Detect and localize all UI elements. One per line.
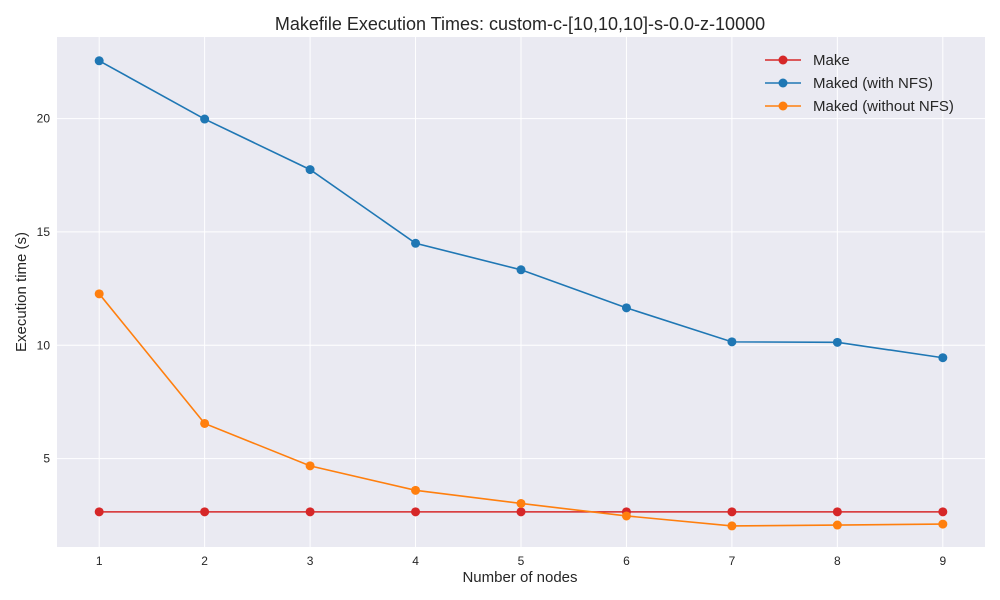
legend-item: Maked (without NFS) [765, 98, 954, 115]
y-axis-label: Execution time (s) [13, 232, 30, 352]
data-point [516, 507, 526, 517]
data-point [200, 507, 210, 517]
y-tick-label: 15 [37, 225, 51, 239]
data-point [411, 485, 421, 495]
x-axis-label: Number of nodes [462, 569, 577, 586]
x-tick-label: 8 [834, 554, 841, 568]
series-1 [94, 56, 948, 363]
data-point [832, 520, 842, 530]
data-point [200, 418, 210, 428]
legend-item: Make [765, 52, 850, 69]
data-point [938, 519, 948, 529]
data-point [621, 303, 631, 313]
x-tick-label: 4 [412, 554, 419, 568]
tick-labels: 1 2 3 4 5 6 7 8 9 5 10 15 20 [37, 112, 947, 568]
legend-label: Make [813, 52, 850, 69]
data-point [411, 238, 421, 248]
legend-item: Maked (with NFS) [765, 75, 933, 92]
y-tick-label: 10 [37, 338, 51, 352]
data-point [727, 337, 737, 347]
data-point [621, 511, 631, 521]
data-point [832, 337, 842, 347]
x-tick-label: 7 [729, 554, 736, 568]
data-point [305, 165, 315, 175]
data-point [305, 461, 315, 471]
data-point [832, 507, 842, 517]
x-tick-label: 3 [307, 554, 314, 568]
x-tick-label: 1 [96, 554, 103, 568]
legend: Make Maked (with NFS) Maked (without NFS) [765, 52, 954, 115]
data-point [938, 507, 948, 517]
data-point [516, 265, 526, 275]
chart-title: Makefile Execution Times: custom-c-[10,1… [275, 14, 765, 34]
data-point [938, 353, 948, 363]
data-point [200, 114, 210, 124]
x-tick-label: 5 [518, 554, 525, 568]
data-point [94, 289, 104, 299]
gridlines [57, 37, 985, 547]
y-tick-label: 20 [37, 112, 51, 126]
data-point [516, 498, 526, 508]
series-group [94, 56, 948, 531]
x-tick-label: 6 [623, 554, 630, 568]
data-point [411, 507, 421, 517]
data-point [727, 521, 737, 531]
legend-marker [778, 78, 788, 88]
y-tick-label: 5 [43, 452, 50, 466]
legend-marker [778, 101, 788, 111]
data-point [305, 507, 315, 517]
data-point [727, 507, 737, 517]
series-0 [94, 507, 948, 517]
series-2 [94, 289, 948, 531]
legend-label: Maked (with NFS) [813, 75, 933, 92]
legend-marker [778, 55, 788, 65]
data-point [94, 507, 104, 517]
data-point [94, 56, 104, 66]
x-tick-label: 9 [939, 554, 946, 568]
x-tick-label: 2 [201, 554, 208, 568]
legend-label: Maked (without NFS) [813, 98, 954, 115]
